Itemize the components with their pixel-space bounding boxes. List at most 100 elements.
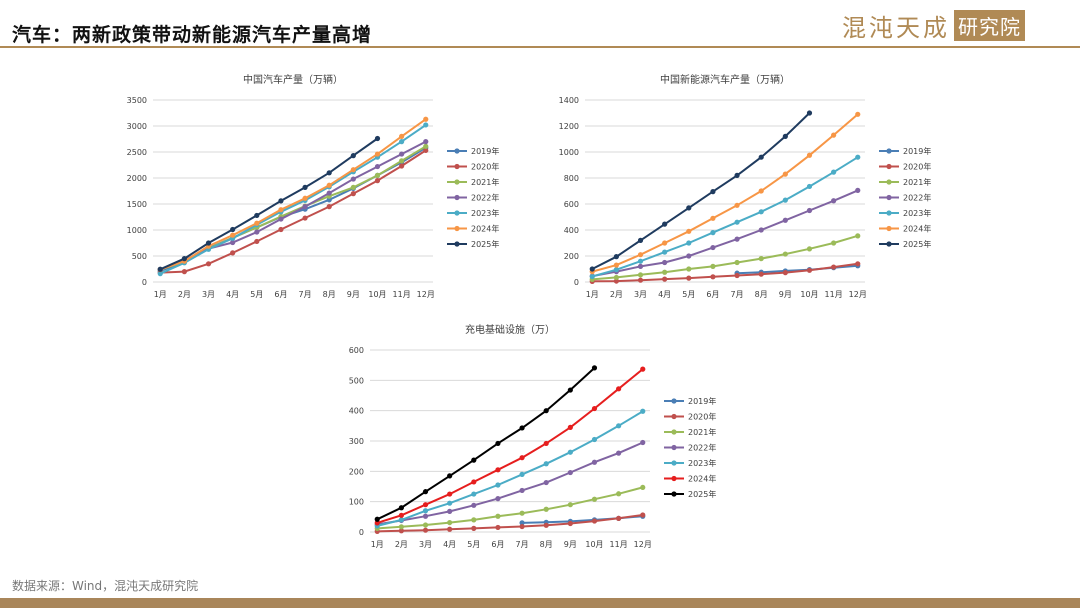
data-point <box>591 405 598 412</box>
x-tick-label: 11月 <box>610 540 628 549</box>
data-point <box>181 269 187 275</box>
legend-label: 2024年 <box>903 224 931 234</box>
y-tick-label: 0 <box>574 278 579 287</box>
x-tick-label: 3月 <box>634 290 647 299</box>
data-point <box>399 163 405 169</box>
legend-label: 2021年 <box>903 177 931 187</box>
data-point <box>398 517 404 523</box>
data-point <box>589 273 595 280</box>
data-point <box>422 527 429 533</box>
legend-marker <box>886 225 892 232</box>
data-point <box>205 261 212 267</box>
y-tick-label: 2000 <box>127 174 147 183</box>
legend-label: 2024年 <box>471 224 499 234</box>
legend-label: 2020年 <box>471 162 499 172</box>
x-tick-label: 11月 <box>825 290 843 299</box>
series-line-2021年 <box>592 234 859 281</box>
y-tick-label: 400 <box>564 226 579 235</box>
data-point <box>398 512 404 518</box>
data-point <box>423 116 429 122</box>
legend-label: 2022年 <box>688 443 716 453</box>
data-point <box>519 455 525 461</box>
legend-marker <box>454 241 460 247</box>
y-tick-label: 400 <box>349 407 364 416</box>
page-title: 汽车：两新政策带动新能源汽车产量高增 <box>12 24 373 46</box>
y-tick-label: 1000 <box>559 148 579 157</box>
data-point <box>495 440 501 447</box>
data-point <box>398 505 404 511</box>
data-point <box>613 262 619 268</box>
logo-text: 混沌天成 <box>842 13 950 42</box>
data-point <box>613 267 619 273</box>
data-point <box>447 500 453 506</box>
data-point <box>591 436 598 443</box>
data-point <box>758 188 764 194</box>
legend-marker <box>454 163 460 170</box>
legend-label: 2023年 <box>471 208 499 218</box>
data-point <box>350 176 356 182</box>
series-line-2023年 <box>591 156 859 278</box>
series-line-2024年 <box>591 113 859 273</box>
data-point <box>686 253 692 259</box>
data-point <box>374 516 380 522</box>
legend-marker <box>886 148 892 154</box>
data-point <box>782 270 788 276</box>
data-point <box>302 184 308 190</box>
data-point <box>662 259 668 266</box>
x-tick-label: 8月 <box>540 540 553 549</box>
data-point <box>302 195 308 201</box>
data-point <box>374 172 381 178</box>
legend-label: 2021年 <box>471 177 499 187</box>
data-point <box>758 227 764 233</box>
data-point <box>374 520 380 526</box>
data-point <box>662 240 668 246</box>
x-tick-label: 1月 <box>154 290 167 299</box>
data-point <box>616 450 622 456</box>
data-point <box>374 163 381 170</box>
data-point <box>567 520 573 527</box>
legend-marker <box>454 179 460 185</box>
y-tick-label: 0 <box>359 528 364 537</box>
data-point <box>447 526 453 532</box>
data-point <box>230 239 236 246</box>
legend-marker <box>671 429 677 435</box>
data-point <box>423 147 429 154</box>
x-tick-label: 11月 <box>393 290 411 299</box>
y-tick-label: 1500 <box>127 200 147 209</box>
data-point <box>398 528 404 534</box>
data-point <box>374 151 381 157</box>
data-point <box>710 215 716 221</box>
series-line-2025年 <box>591 112 811 270</box>
data-point <box>640 408 646 414</box>
legend-marker <box>671 460 677 466</box>
data-point <box>519 523 525 530</box>
x-tick-label: 7月 <box>299 290 312 299</box>
data-point <box>543 479 549 486</box>
x-tick-label: 6月 <box>706 290 719 299</box>
data-point <box>471 457 477 463</box>
data-point <box>543 440 549 447</box>
data-point <box>422 502 429 508</box>
legend-label: 2020年 <box>903 162 931 172</box>
data-point <box>591 459 598 465</box>
data-point <box>399 158 405 164</box>
x-tick-label: 6月 <box>274 290 287 299</box>
data-point <box>855 154 861 160</box>
data-point <box>399 151 405 157</box>
x-tick-label: 8月 <box>755 290 768 299</box>
data-point <box>278 216 284 222</box>
data-point <box>782 171 788 177</box>
data-point <box>205 240 212 246</box>
data-point <box>495 482 501 488</box>
legend-label: 2023年 <box>903 208 931 218</box>
data-point <box>710 244 716 251</box>
data-point <box>495 513 501 519</box>
y-tick-label: 600 <box>349 346 364 355</box>
legend-marker <box>671 475 677 482</box>
data-point <box>782 217 788 223</box>
x-tick-label: 4月 <box>443 540 456 549</box>
data-point <box>640 439 646 446</box>
data-point <box>806 267 813 273</box>
data-point <box>686 266 692 272</box>
chart-charging-infrastructure: 充电基础设施（万） 0 100 200 300 400 500 600 1月 2月 3月 4月 5月 6月… <box>325 315 745 555</box>
